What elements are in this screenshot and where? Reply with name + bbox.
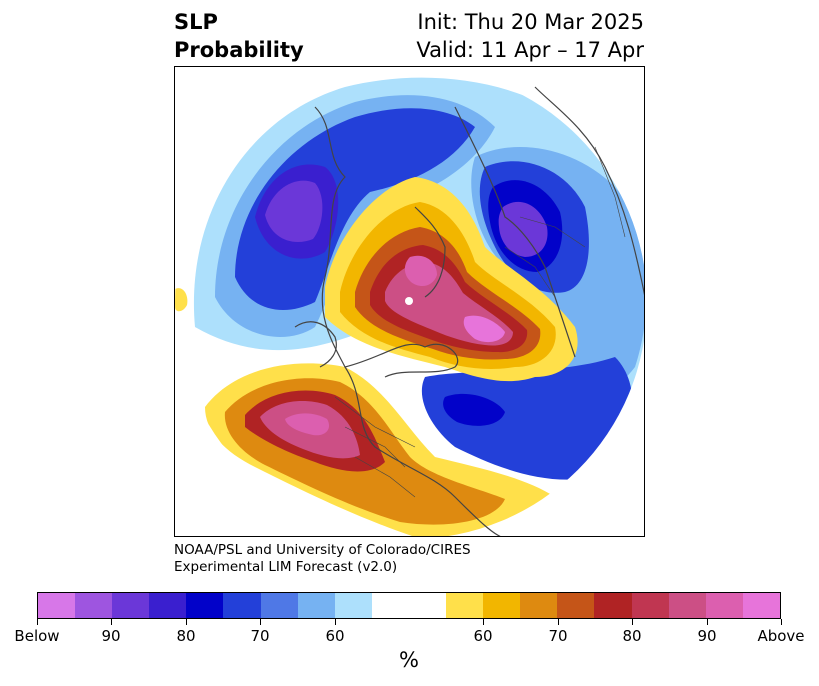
map-canvas	[175, 67, 644, 536]
colorbar-segment	[297, 593, 335, 618]
colorbar-tick	[632, 619, 633, 625]
probability-fields	[175, 67, 644, 536]
credit-text: NOAA/PSL and University of Colorado/CIRE…	[174, 542, 471, 576]
colorbar-tick-label: Above	[757, 627, 805, 645]
colorbar-tick	[483, 619, 484, 625]
colorbar-segment	[557, 593, 595, 618]
credit-line-1: NOAA/PSL and University of Colorado/CIRE…	[174, 542, 471, 558]
colorbar-segment	[223, 593, 261, 618]
colorbar-tick-label: Below	[14, 627, 60, 645]
colorbar-segment	[186, 593, 224, 618]
colorbar-tick-label: 80	[176, 627, 196, 645]
colorbar-segment	[668, 593, 706, 618]
colorbar-segment	[38, 593, 76, 618]
colorbar-tick	[335, 619, 336, 625]
colorbar-tick	[781, 619, 782, 625]
colorbar-segment	[149, 593, 187, 618]
colorbar-tick	[558, 619, 559, 625]
colorbar-tick	[186, 619, 187, 625]
title-left: SLP Probability	[174, 8, 304, 64]
colorbar-segment	[520, 593, 558, 618]
colorbar-tick	[707, 619, 708, 625]
title-type: Probability	[174, 38, 304, 62]
colorbar-tick-label: 90	[101, 627, 121, 645]
colorbar-tick-label: 60	[473, 627, 493, 645]
colorbar-tick-label: 90	[697, 627, 717, 645]
credit-line-2: Experimental LIM Forecast (v2.0)	[174, 559, 398, 575]
colorbar-segment	[408, 593, 447, 618]
colorbar-segment	[334, 593, 372, 618]
colorbar-segment	[483, 593, 521, 618]
colorbar-segment	[742, 593, 780, 618]
colorbar-segment	[631, 593, 669, 618]
colorbar-segment	[75, 593, 113, 618]
colorbar-segment	[594, 593, 632, 618]
colorbar-unit: %	[399, 648, 419, 672]
colorbar-tick-label: 70	[548, 627, 568, 645]
north-pole-marker	[405, 297, 413, 305]
title-right: Init: Thu 20 Mar 2025 Valid: 11 Apr – 17…	[416, 8, 644, 64]
colorbar-tick-label: 80	[622, 627, 642, 645]
colorbar-segment	[371, 593, 409, 618]
valid-range: Valid: 11 Apr – 17 Apr	[416, 38, 644, 62]
colorbar	[37, 592, 781, 619]
colorbar-segment	[705, 593, 743, 618]
colorbar-segment	[446, 593, 484, 618]
colorbar-tick-label: 70	[250, 627, 270, 645]
probability-map	[174, 66, 645, 537]
colorbar-segment	[260, 593, 298, 618]
colorbar-tick	[260, 619, 261, 625]
coastlines	[294, 86, 644, 536]
init-date: Init: Thu 20 Mar 2025	[417, 10, 644, 34]
colorbar-tick-label: 60	[325, 627, 345, 645]
title-variable: SLP	[174, 10, 218, 34]
political-borders	[334, 146, 626, 498]
colorbar-tick	[37, 619, 38, 625]
colorbar-tick	[111, 619, 112, 625]
colorbar-segment	[112, 593, 150, 618]
